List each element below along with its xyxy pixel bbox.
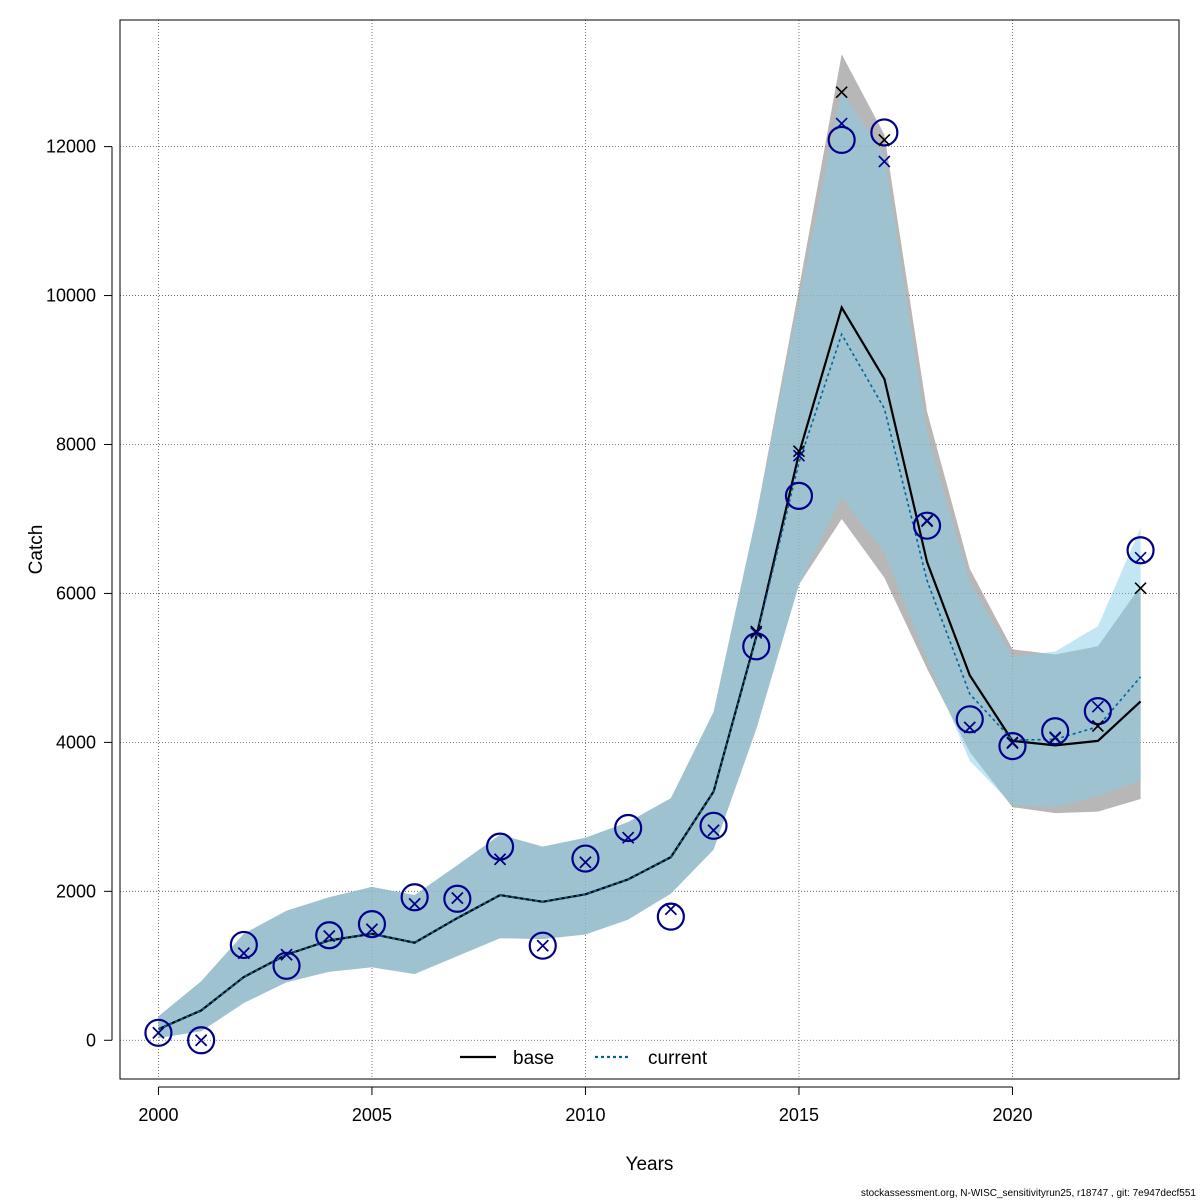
predicted-point-current (493, 853, 507, 866)
predicted-point-current (1091, 700, 1104, 713)
predicted-point-current (408, 897, 421, 911)
y-tick-label: 6000 (56, 583, 96, 603)
y-tick-label: 10000 (46, 286, 96, 306)
legend-label-current: current (648, 1048, 708, 1069)
observed-point (699, 811, 728, 840)
predicted-point-current (835, 117, 848, 130)
observed-point (272, 951, 301, 980)
predicted-point-current (664, 903, 677, 916)
observed-point (144, 1018, 173, 1047)
y-tick-label: 12000 (46, 137, 96, 157)
observed-point (912, 511, 942, 540)
fit-lines (157, 304, 1142, 1031)
observed-point (870, 118, 899, 147)
x-tick-label: 2010 (565, 1105, 605, 1125)
observed-point (955, 705, 984, 734)
predicted-point-base (750, 625, 763, 638)
y-tick-label: 2000 (56, 881, 96, 901)
predicted-point-current (920, 514, 934, 527)
x-tick-label: 2005 (352, 1105, 392, 1125)
y-tick-label: 0 (86, 1030, 96, 1050)
predicted-point-current (1049, 731, 1062, 744)
fit-line-current (158, 332, 1142, 1030)
predicted-point-current (365, 923, 379, 936)
predicted-point-current (536, 939, 549, 952)
y-tick-label: 8000 (56, 434, 96, 454)
observed-point (1041, 717, 1070, 746)
x-tick-label: 2000 (138, 1105, 178, 1125)
predicted-point-current (750, 626, 763, 639)
predicted-point-current (237, 947, 250, 960)
predicted-point-base (1134, 582, 1147, 595)
x-axis-title: Years (626, 1154, 674, 1175)
predicted-point-current (323, 929, 336, 943)
x-tick-label: 2020 (992, 1105, 1032, 1125)
predicted-point-current (280, 948, 293, 961)
predicted-point-current (1134, 551, 1147, 564)
data-points (144, 86, 1155, 1055)
observed-point (1083, 697, 1112, 726)
observed-point (443, 884, 472, 913)
predicted-point-current (792, 449, 806, 462)
plot-frame (119, 19, 1180, 1080)
predicted-point-current (622, 831, 635, 844)
band-current (158, 90, 1141, 1038)
observed-point (229, 930, 258, 960)
predicted-point-base (878, 133, 891, 146)
predicted-point-current (878, 155, 891, 168)
observed-point (357, 909, 387, 939)
predicted-point-current (451, 891, 464, 905)
footer-note: stockassessment.org, N-WISC_sensitivityr… (861, 1188, 1197, 1199)
y-axis-title: Catch (26, 525, 47, 575)
predicted-point-current (579, 856, 592, 869)
confidence-bands (158, 54, 1141, 1039)
predicted-point-base (1091, 719, 1104, 733)
observed-point (400, 883, 429, 912)
predicted-point-current (707, 824, 720, 837)
legend-label-base: base (513, 1048, 554, 1069)
observed-point (528, 931, 557, 960)
predicted-point-base (792, 445, 806, 458)
legend: base current (460, 1048, 708, 1069)
observed-point (187, 1026, 216, 1055)
axes: 2000 2005 2010 2015 2020 0 2000 4000 6000 8000 100… (46, 137, 1033, 1125)
observed-point (656, 902, 685, 931)
predicted-point-current (195, 1034, 208, 1047)
predicted-point-current (1006, 737, 1019, 750)
observed-point (315, 921, 344, 950)
x-tick-label: 2015 (779, 1105, 819, 1125)
y-tick-label: 4000 (56, 732, 96, 752)
observed-point (784, 481, 814, 510)
observed-point (1126, 536, 1155, 565)
predicted-point-base (835, 86, 848, 99)
observed-point (998, 732, 1027, 761)
observed-point (614, 813, 643, 843)
predicted-point-current (963, 721, 976, 734)
observed-point (827, 125, 856, 155)
observed-point (571, 844, 600, 873)
predicted-point-current (152, 1026, 165, 1039)
